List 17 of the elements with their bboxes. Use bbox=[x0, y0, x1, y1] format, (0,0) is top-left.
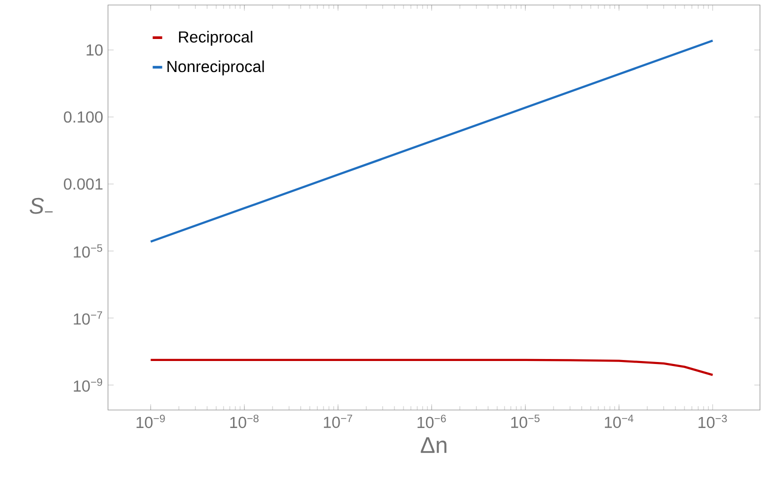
y-tick-label: 10$^{−7}$ bbox=[74, 311, 102, 325]
x-tick-label: 10$^{−8}$ bbox=[230, 414, 259, 428]
x-tick-label: 10$^{−9}$ bbox=[136, 414, 165, 428]
x-axis-title: Δn bbox=[420, 437, 446, 453]
y-tick-label: 10 bbox=[86, 44, 103, 56]
y-axis-title: S$_{−}$ bbox=[30, 198, 53, 214]
legend-label: Nonreciprocal bbox=[168, 60, 264, 76]
x-tick-label: 10$^{−6}$ bbox=[418, 414, 446, 428]
y-tick-label: 0.001 bbox=[64, 178, 102, 190]
legend-label: Reciprocal bbox=[179, 30, 252, 46]
x-tick-label: 10$^{−3}$ bbox=[698, 414, 727, 428]
x-tick-label: 10$^{−5}$ bbox=[511, 414, 540, 428]
y-tick-label: 10$^{−5}$ bbox=[74, 244, 102, 258]
x-tick-label: 10$^{−4}$ bbox=[604, 414, 634, 428]
y-tick-label: 0.100 bbox=[64, 111, 103, 123]
y-tick-label: 10$^{−9}$ bbox=[74, 378, 102, 392]
x-tick-label: 10$^{−7}$ bbox=[324, 414, 352, 428]
